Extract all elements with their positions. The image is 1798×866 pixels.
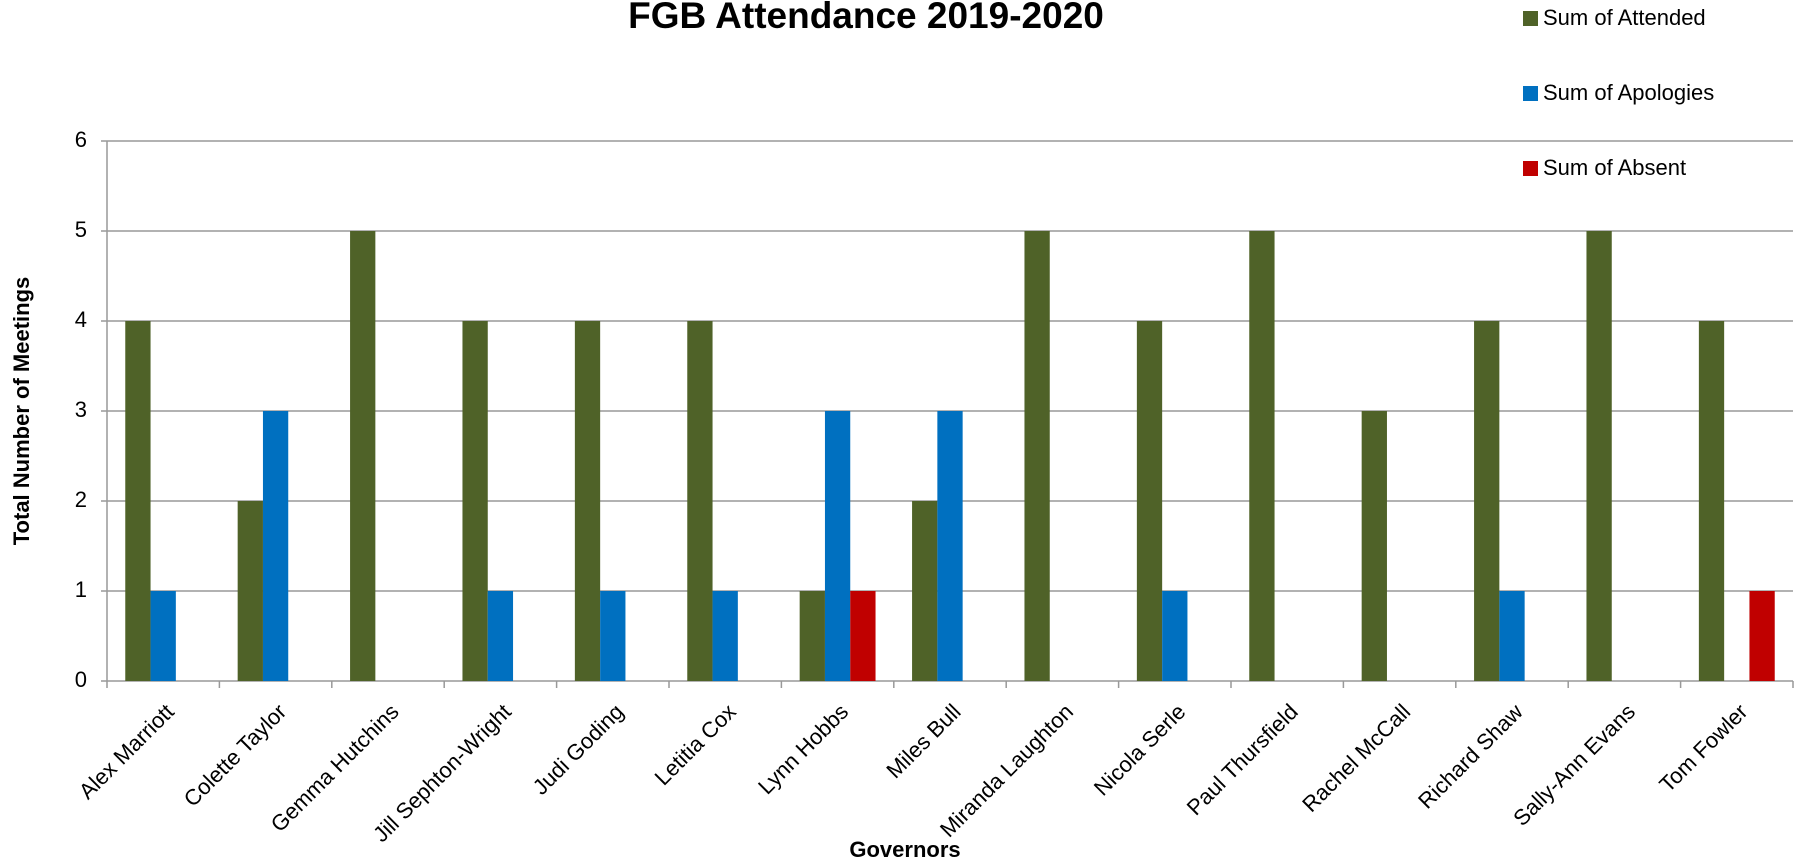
chart-title: FGB Attendance 2019-2020 bbox=[628, 0, 1104, 36]
x-tick-label: Nicola Serle bbox=[1089, 699, 1191, 801]
bar bbox=[1249, 231, 1275, 681]
y-axis-label: Total Number of Meetings bbox=[9, 277, 34, 546]
bar bbox=[487, 591, 514, 681]
x-tick-label: Colette Taylor bbox=[179, 699, 292, 812]
y-tick-label: 1 bbox=[75, 577, 87, 602]
bar bbox=[1474, 321, 1500, 681]
bar bbox=[262, 411, 289, 681]
y-tick-label: 4 bbox=[75, 307, 87, 332]
legend-swatch bbox=[1523, 86, 1538, 101]
bar bbox=[600, 591, 626, 681]
x-tick-label: Tom Fowler bbox=[1654, 699, 1752, 797]
legend-swatch bbox=[1523, 11, 1538, 26]
bar bbox=[1499, 591, 1525, 681]
legend-label: Sum of Apologies bbox=[1543, 80, 1714, 105]
bar bbox=[912, 501, 938, 681]
bar bbox=[712, 591, 738, 681]
legend-label: Sum of Attended bbox=[1543, 5, 1706, 30]
bar bbox=[850, 591, 876, 681]
bar bbox=[824, 411, 851, 681]
bar bbox=[1136, 321, 1163, 681]
bar bbox=[1749, 591, 1775, 681]
y-tick-label: 5 bbox=[75, 217, 87, 242]
x-tick-label: Miles Bull bbox=[881, 699, 965, 783]
x-tick-label: Richard Shaw bbox=[1413, 699, 1528, 814]
bar bbox=[1698, 321, 1725, 681]
bar bbox=[150, 591, 176, 681]
bar bbox=[1024, 231, 1050, 681]
bar bbox=[799, 591, 825, 681]
bar bbox=[687, 321, 713, 681]
y-tick-label: 2 bbox=[75, 487, 87, 512]
x-tick-label: Alex Marriott bbox=[74, 699, 179, 804]
legend-swatch bbox=[1523, 161, 1538, 176]
y-tick-label: 3 bbox=[75, 397, 87, 422]
legend-label: Sum of Absent bbox=[1543, 155, 1686, 180]
x-tick-label: Paul Thursfield bbox=[1182, 699, 1303, 820]
x-tick-label: Judi Goding bbox=[528, 699, 629, 800]
x-axis-label: Governors bbox=[849, 837, 960, 862]
x-tick-label: Letitia Cox bbox=[650, 699, 741, 790]
y-tick-label: 0 bbox=[75, 667, 87, 692]
x-tick-label: Lynn Hobbs bbox=[753, 699, 853, 799]
bar bbox=[937, 411, 963, 681]
bar bbox=[1586, 231, 1612, 681]
bar bbox=[125, 321, 151, 681]
bar bbox=[574, 321, 601, 681]
bar bbox=[1162, 591, 1188, 681]
bar bbox=[1361, 411, 1387, 681]
y-tick-label: 6 bbox=[75, 127, 87, 152]
x-tick-label: Rachel McCall bbox=[1297, 699, 1415, 817]
bar bbox=[350, 231, 376, 681]
bar bbox=[462, 321, 488, 681]
x-tick-label: Sally-Ann Evans bbox=[1508, 699, 1640, 831]
bar bbox=[237, 501, 263, 681]
